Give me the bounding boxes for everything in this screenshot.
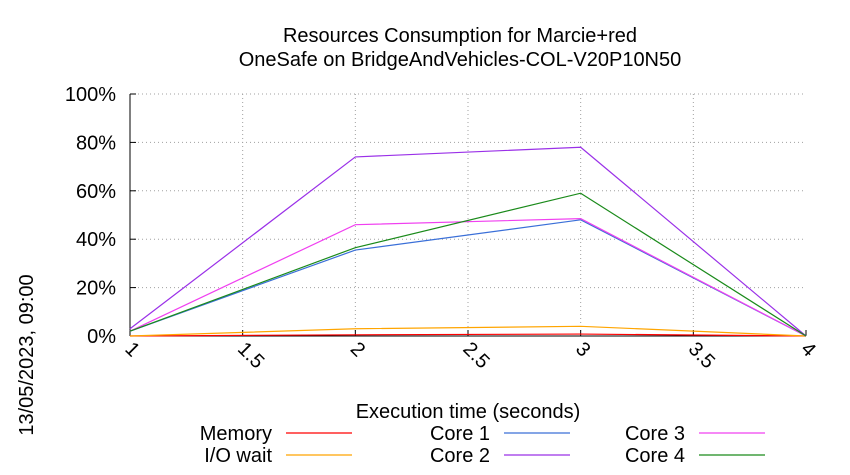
legend-item: Core 3	[625, 423, 765, 445]
legend-item: Core 4	[625, 445, 765, 467]
chart-title: Resources Consumption for Marcie+red One…	[239, 25, 682, 71]
legend-label: I/O wait	[204, 445, 272, 467]
y-tick-label: 40%	[76, 229, 116, 251]
y-tick-label: 80%	[76, 132, 116, 154]
chart-title-line-2: OneSafe on BridgeAndVehicles-COL-V20P10N…	[239, 49, 682, 71]
y-tick-label: 60%	[76, 181, 116, 203]
legend-label: Core 1	[430, 423, 490, 445]
series-line-core-3	[129, 218, 807, 337]
y-tick-labels: 0% 20% 40% 60% 80% 100%	[65, 84, 116, 348]
x-tick-label: 3	[571, 338, 594, 361]
chart-title-line-1: Resources Consumption for Marcie+red	[283, 25, 637, 47]
x-tick-label: 2	[346, 338, 369, 361]
x-tick-label: 1	[120, 338, 143, 361]
y-tick-label: 100%	[65, 84, 116, 106]
series-line-memory	[129, 333, 807, 337]
legend-item: Core 2	[430, 445, 570, 467]
y-tick-label: 0%	[87, 326, 116, 348]
x-tick-label: 3.5	[684, 338, 719, 373]
x-tick-label: 1.5	[233, 338, 268, 373]
timestamp-label: 13/05/2023, 09:00	[16, 274, 38, 435]
x-tick-labels: 1 1.5 2 2.5 3 3.5 4	[120, 338, 819, 373]
legend-label: Core 3	[625, 423, 685, 445]
series-line-core-4	[129, 192, 807, 337]
series-line-i-o-wait	[129, 325, 807, 337]
axes	[129, 93, 807, 337]
x-tick-label: 4	[796, 338, 819, 361]
grid	[130, 93, 806, 336]
legend-item: Core 1	[430, 423, 570, 445]
legend-item: I/O wait	[204, 445, 352, 467]
legend-label: Memory	[200, 423, 272, 445]
legend-label: Core 2	[430, 445, 490, 467]
series-lines	[129, 146, 807, 337]
y-tick-label: 20%	[76, 278, 116, 300]
x-axis-label: Execution time (seconds)	[356, 401, 581, 423]
legend-item: Memory	[200, 423, 352, 445]
series-line-core-2	[129, 146, 807, 337]
legend-label: Core 4	[625, 445, 685, 467]
x-tick-label: 2.5	[458, 338, 493, 373]
